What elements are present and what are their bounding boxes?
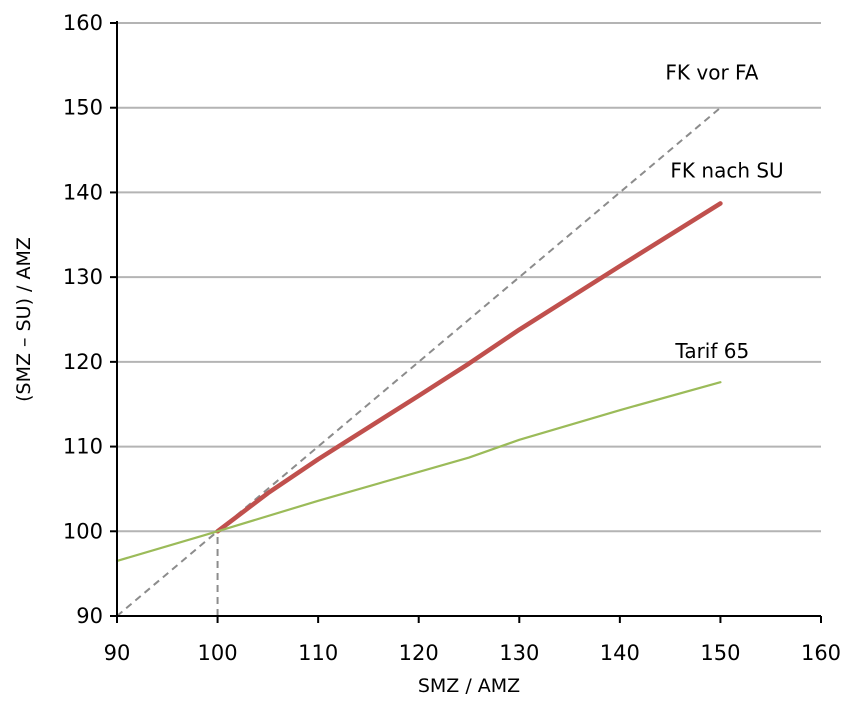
grid [117, 22, 821, 533]
series-labels: FK vor FA FK nach SU Tarif 65 [665, 61, 783, 363]
series-label-fk-vor-fa: FK vor FA [665, 61, 758, 85]
x-tick-labels: 90 100 110 120 130 140 150 160 [104, 641, 841, 665]
x-tick-label-140: 140 [600, 641, 640, 665]
x-tick-label-110: 110 [298, 641, 338, 665]
y-tick-label-160: 160 [63, 11, 103, 35]
axes [110, 21, 822, 623]
x-tick-label-100: 100 [198, 641, 238, 665]
x-tick-label-130: 130 [499, 641, 539, 665]
x-tick-label-150: 150 [700, 641, 740, 665]
y-tick-label-120: 120 [63, 350, 103, 374]
y-tick-labels: 90 100 110 120 130 140 150 160 [63, 11, 103, 628]
y-axis-title: (SMZ – SU) / AMZ [13, 237, 35, 402]
y-tick-label-130: 130 [63, 265, 103, 289]
x-tick-label-160: 160 [801, 641, 841, 665]
series-label-fk-nach-su: FK nach SU [670, 158, 783, 182]
x-axis-title: SMZ / AMZ [418, 675, 520, 697]
y-tick-label-140: 140 [63, 180, 103, 204]
series-lines [115, 106, 723, 617]
x-tick-label-90: 90 [104, 641, 131, 665]
y-tick-label-110: 110 [63, 435, 103, 459]
series-line-tarif-65 [115, 381, 722, 563]
x-tick-label-120: 120 [399, 641, 439, 665]
y-tick-label-100: 100 [63, 519, 103, 543]
y-tick-label-90: 90 [76, 604, 103, 628]
series-label-tarif-65: Tarif 65 [674, 339, 749, 363]
series-line-fk-nach-su [215, 201, 723, 534]
y-tick-label-150: 150 [63, 96, 103, 120]
